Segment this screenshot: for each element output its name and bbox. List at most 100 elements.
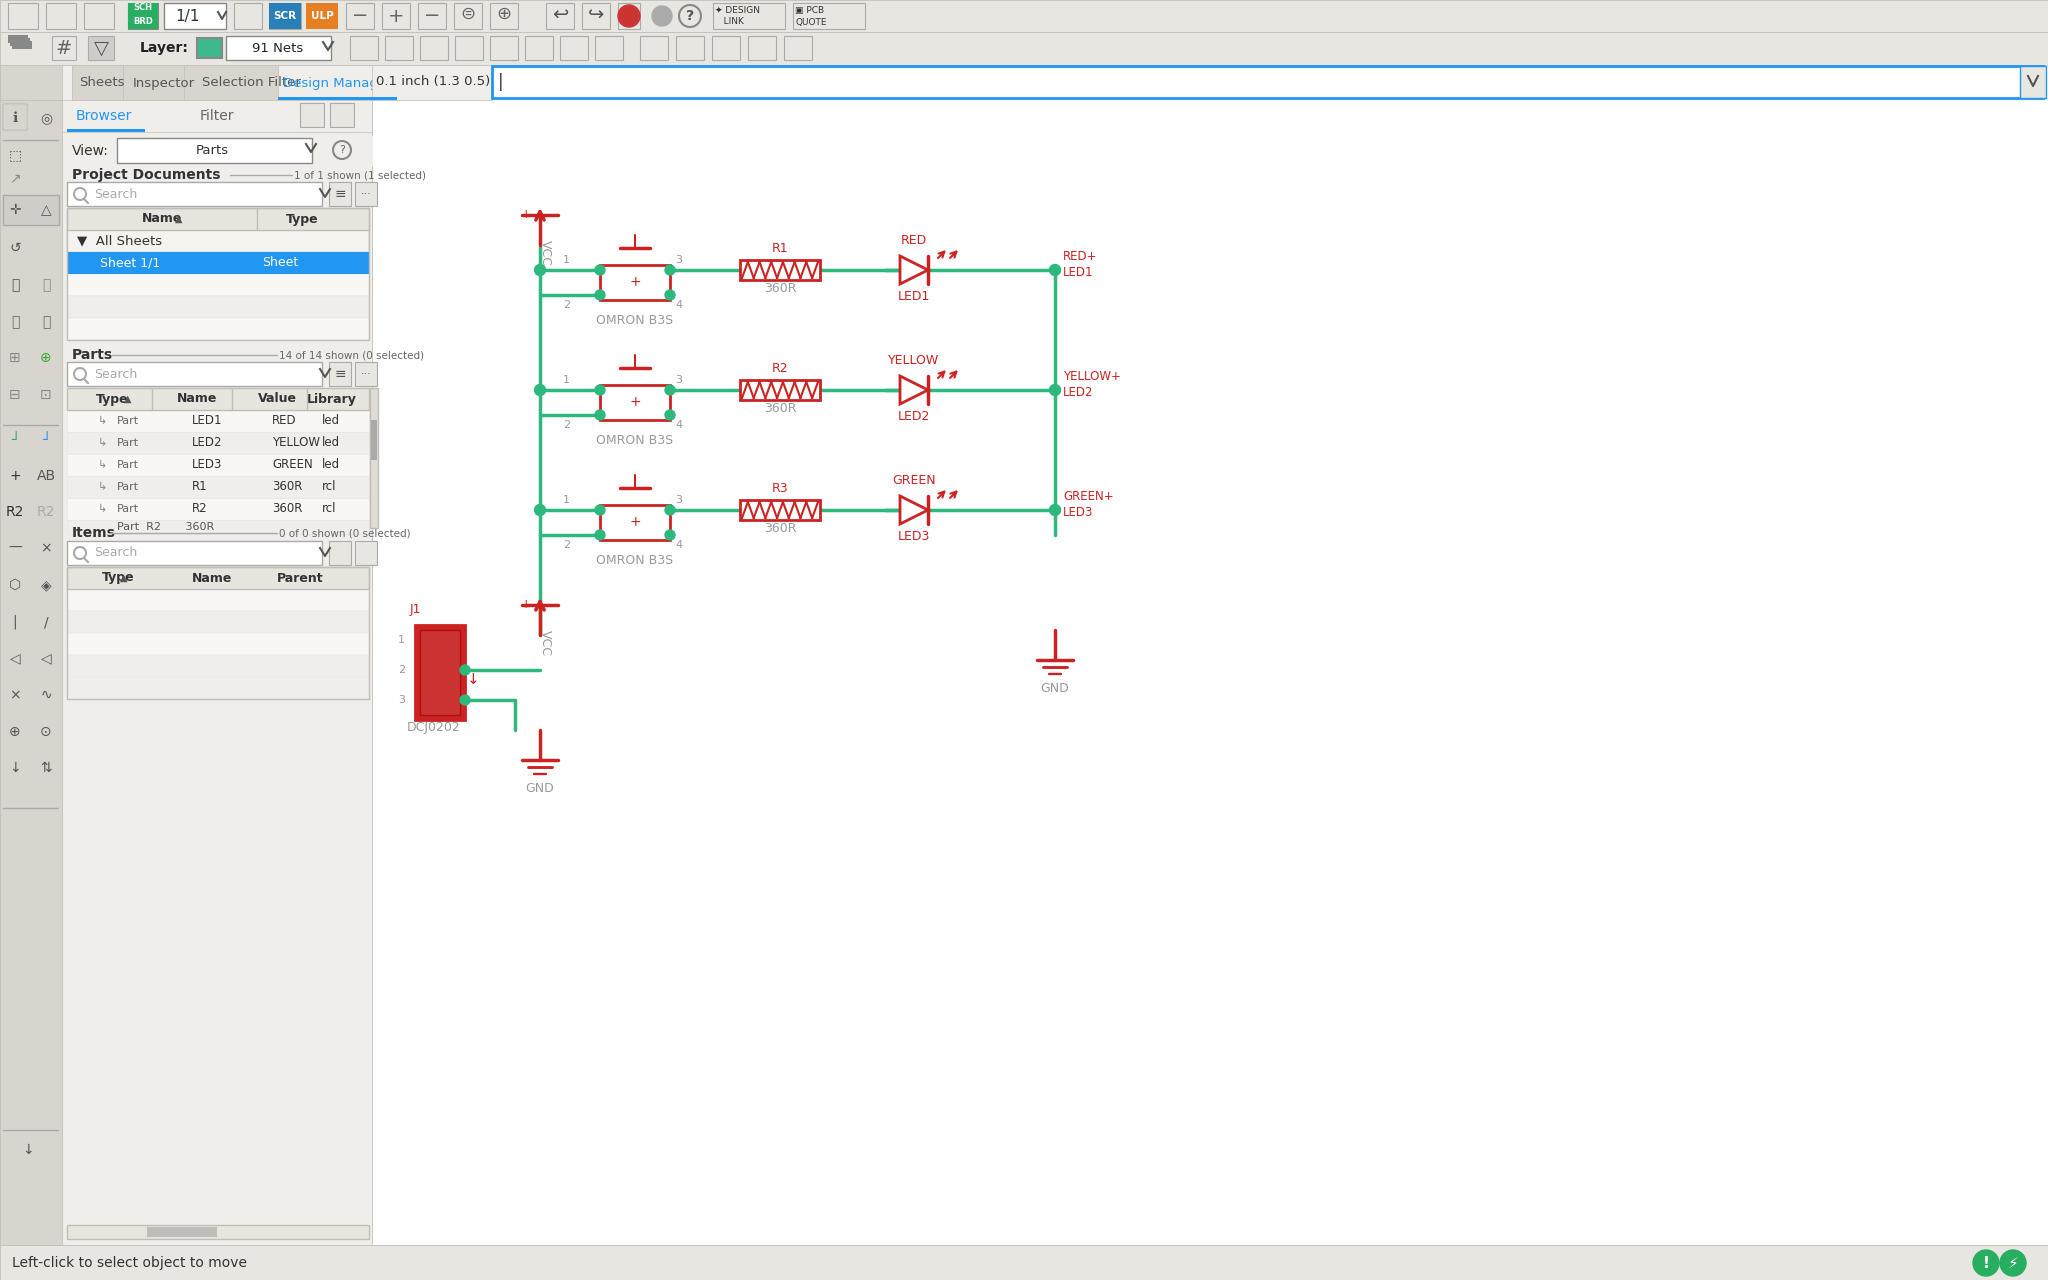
Bar	[61, 65, 373, 1245]
Bar	[68, 476, 369, 498]
Text: +: +	[629, 396, 641, 410]
Text: ↓: ↓	[23, 1143, 35, 1157]
Text: ◁: ◁	[10, 652, 20, 666]
Circle shape	[596, 506, 604, 515]
Bar	[330, 362, 350, 387]
Circle shape	[596, 291, 604, 300]
Text: 2: 2	[563, 300, 569, 310]
Text: BRD: BRD	[133, 17, 154, 26]
Circle shape	[535, 384, 545, 396]
Text: ↳: ↳	[98, 504, 106, 515]
Bar	[68, 129, 145, 132]
Bar	[713, 36, 739, 60]
Text: ▲: ▲	[174, 214, 182, 224]
Bar	[8, 35, 29, 44]
Text: Filter: Filter	[201, 109, 233, 123]
Text: Search: Search	[94, 187, 137, 201]
Text: ⊜: ⊜	[461, 5, 475, 23]
Bar	[2, 104, 27, 131]
Text: ✦ DESIGN: ✦ DESIGN	[715, 5, 760, 14]
Text: Project Documents: Project Documents	[72, 168, 221, 182]
Text: ▲: ▲	[121, 573, 127, 582]
Text: ⇅: ⇅	[41, 762, 51, 774]
Text: Part: Part	[117, 483, 139, 492]
Text: ↳: ↳	[98, 416, 106, 426]
Text: LED2: LED2	[193, 436, 223, 449]
Text: Inspector: Inspector	[133, 77, 195, 90]
Text: Library: Library	[307, 393, 356, 406]
Text: ⊟: ⊟	[8, 388, 20, 402]
Bar	[268, 3, 301, 29]
Bar	[2, 195, 59, 225]
Bar	[350, 36, 379, 60]
Bar	[12, 41, 33, 49]
Text: R3: R3	[772, 481, 788, 494]
Bar	[489, 3, 518, 29]
Text: OMRON B3S: OMRON B3S	[596, 314, 674, 326]
Text: OMRON B3S: OMRON B3S	[596, 434, 674, 447]
Text: Part: Part	[117, 416, 139, 426]
Text: 0 of 0 shown (0 selected): 0 of 0 shown (0 selected)	[279, 527, 412, 538]
Text: YELLOW+: YELLOW+	[1063, 370, 1120, 383]
Text: 1/1: 1/1	[174, 9, 199, 23]
Bar	[68, 1225, 369, 1239]
Text: −: −	[352, 6, 369, 26]
Text: ◎: ◎	[41, 111, 51, 125]
Bar	[385, 36, 414, 60]
Bar	[68, 541, 322, 564]
Bar	[279, 97, 397, 100]
Text: !: !	[1982, 1256, 1989, 1271]
Bar	[371, 420, 377, 460]
Bar	[2019, 67, 2046, 99]
Text: GREEN+: GREEN+	[1063, 489, 1114, 503]
Text: led: led	[322, 458, 340, 471]
Text: ✛: ✛	[8, 204, 20, 218]
Text: R2: R2	[772, 361, 788, 375]
Text: led: led	[322, 436, 340, 449]
Bar	[68, 655, 369, 677]
Text: 2: 2	[397, 666, 406, 675]
Text: ↺: ↺	[8, 241, 20, 255]
Text: Design Manager: Design Manager	[283, 77, 391, 90]
Text: ⊕: ⊕	[496, 5, 512, 23]
Bar	[8, 3, 39, 29]
Bar	[88, 36, 115, 60]
Text: 360R: 360R	[764, 282, 797, 294]
Text: Selection Filter: Selection Filter	[201, 77, 301, 90]
Bar	[346, 3, 375, 29]
Text: SCH: SCH	[133, 4, 152, 13]
Text: ×: ×	[41, 541, 51, 556]
Text: 🔧: 🔧	[41, 315, 51, 329]
Text: View:: View:	[72, 143, 109, 157]
Bar	[330, 102, 354, 127]
Bar	[596, 36, 623, 60]
Bar	[354, 541, 377, 564]
Bar	[418, 3, 446, 29]
Bar	[299, 102, 324, 127]
Text: LED1: LED1	[1063, 265, 1094, 279]
Bar	[68, 182, 322, 206]
Text: 360R: 360R	[272, 503, 303, 516]
Circle shape	[596, 410, 604, 420]
Bar	[68, 567, 369, 699]
Text: ⬚: ⬚	[8, 148, 23, 163]
Text: R2: R2	[6, 506, 25, 518]
Bar	[51, 36, 76, 60]
Text: /: /	[43, 614, 49, 628]
Text: ≡: ≡	[334, 367, 346, 381]
Text: rcl: rcl	[322, 480, 336, 494]
Text: Left-click to select object to move: Left-click to select object to move	[12, 1256, 248, 1270]
Bar	[639, 36, 668, 60]
Text: LED1: LED1	[193, 415, 223, 428]
Bar	[420, 36, 449, 60]
Bar	[197, 38, 221, 58]
Text: Sheet 1/1: Sheet 1/1	[100, 256, 160, 270]
Text: 14 of 14 shown (0 selected): 14 of 14 shown (0 selected)	[279, 349, 424, 360]
Bar	[524, 36, 553, 60]
Bar	[268, 3, 301, 29]
Bar	[10, 38, 31, 46]
Text: GREEN: GREEN	[893, 474, 936, 486]
Text: Parts: Parts	[72, 348, 113, 362]
Text: Search: Search	[94, 367, 137, 380]
Text: R1: R1	[193, 480, 207, 494]
